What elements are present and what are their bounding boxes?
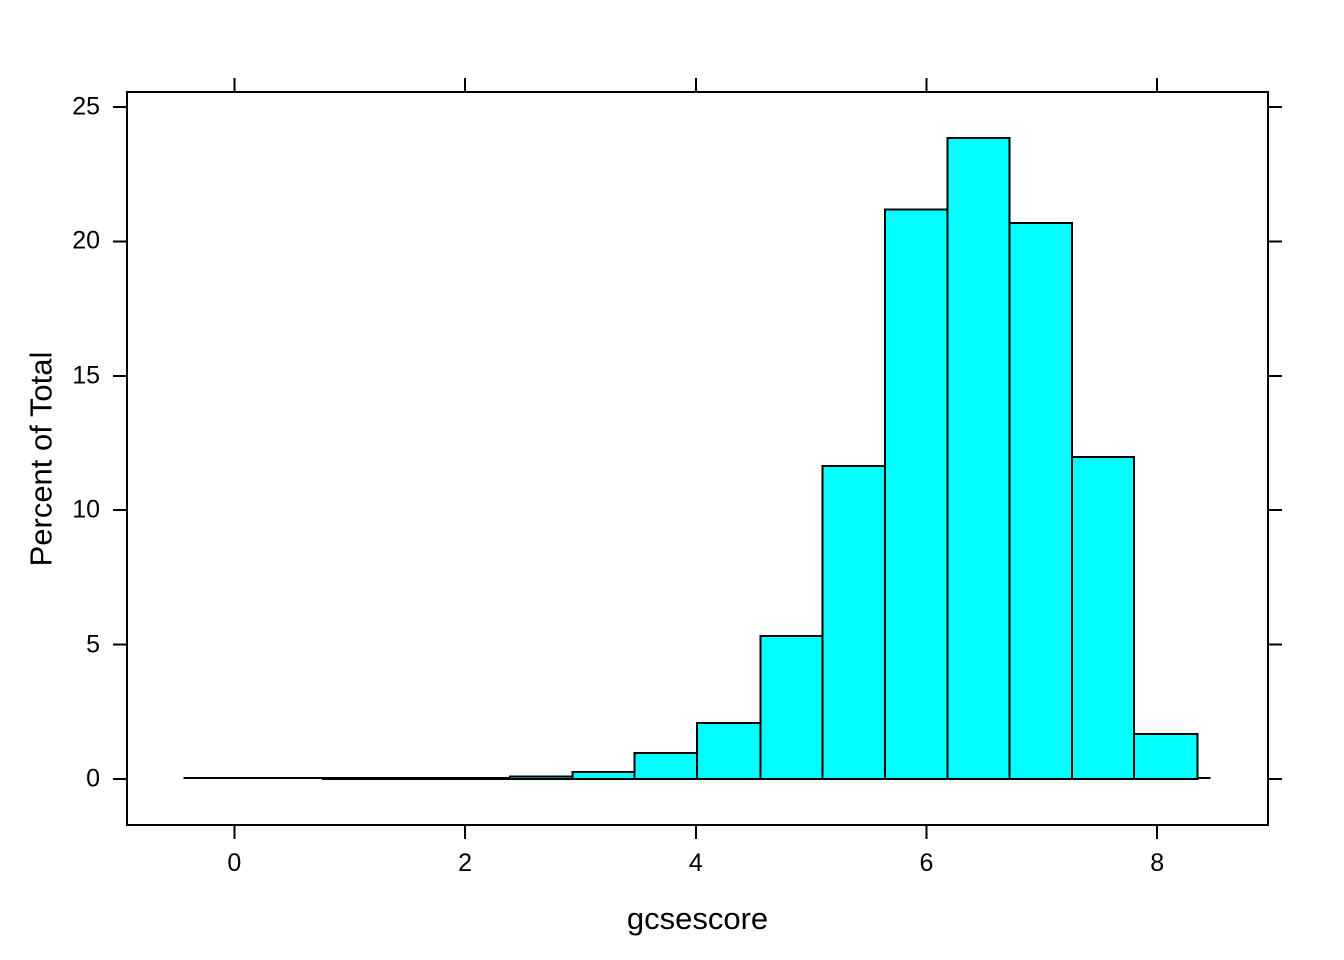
histogram-bar — [446, 777, 512, 781]
y-tick-label-15: 15 — [72, 361, 100, 390]
y-tick-label-0: 0 — [86, 764, 100, 793]
histogram-bar — [633, 752, 698, 781]
y-tick-label-25: 25 — [72, 92, 100, 121]
y-tick-label-5: 5 — [86, 630, 100, 659]
histogram-bar — [821, 465, 887, 781]
x-tick-label-0: 0 — [227, 849, 242, 877]
x-tick-label-4: 4 — [688, 849, 703, 877]
histogram-bar — [571, 771, 636, 780]
x-tick-label-8: 8 — [1150, 849, 1165, 877]
plot-border — [126, 91, 1269, 826]
histogram-bar — [1008, 222, 1073, 781]
histogram-bar — [509, 775, 574, 780]
y-axis-label: Percent of Total — [23, 351, 59, 566]
histogram-bar — [695, 722, 762, 780]
x-tick-label-2: 2 — [458, 849, 472, 877]
x-axis-label: gcsescore — [626, 901, 769, 936]
x-tick-label-6: 6 — [919, 849, 934, 877]
histogram-bar — [1133, 733, 1199, 780]
histogram-bar — [759, 635, 824, 780]
y-tick-label-20: 20 — [72, 226, 100, 255]
y-tick-label-10: 10 — [72, 495, 100, 524]
histogram-bar — [1070, 456, 1136, 780]
histogram-bar — [884, 208, 949, 780]
histogram-bar — [946, 137, 1011, 780]
